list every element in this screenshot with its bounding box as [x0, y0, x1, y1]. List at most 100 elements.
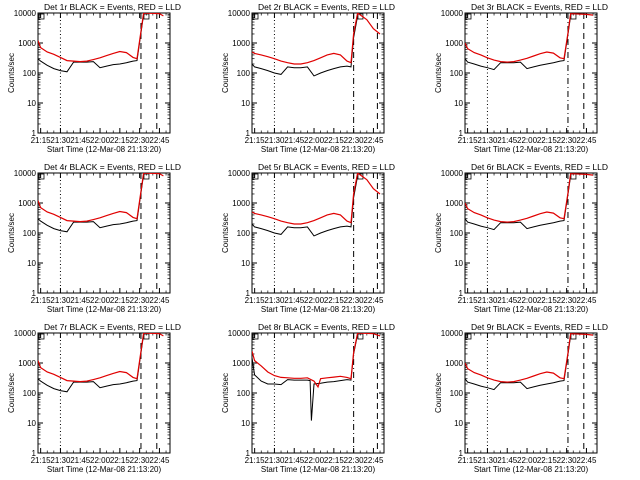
x-tick-label: 21:15	[458, 136, 479, 145]
y-tick-label: 10000	[441, 329, 464, 338]
series-line-events	[252, 175, 359, 237]
x-tick-label: 22:00	[90, 296, 111, 305]
x-axis-label: Start Time (12-Mar-08 21:13:20)	[47, 145, 162, 154]
series-line-lld	[465, 333, 594, 383]
y-axis-label: Counts/sec	[434, 213, 443, 253]
x-tick-label: 21:15	[245, 136, 266, 145]
x-axis-label: Start Time (12-Mar-08 21:13:20)	[474, 305, 589, 314]
panel-title: Det 1r BLACK = Events, RED = LLD	[44, 2, 181, 12]
series-line-lld	[465, 173, 594, 223]
series-line-events	[252, 15, 359, 77]
x-tick-label: 22:00	[304, 136, 325, 145]
x-tick-label: 22:15	[537, 136, 558, 145]
x-axis-label: Start Time (12-Mar-08 21:13:20)	[47, 465, 162, 474]
x-tick-label: 21:30	[50, 456, 71, 465]
y-tick-label: 10	[454, 259, 463, 268]
interval-marker	[465, 333, 472, 340]
series-line-events	[465, 335, 572, 391]
x-tick-label: 22:00	[517, 296, 538, 305]
y-tick-label: 10	[241, 99, 250, 108]
x-tick-label: 21:45	[497, 136, 518, 145]
y-tick-label: 1	[32, 129, 37, 138]
x-tick-label: 22:30	[557, 136, 578, 145]
y-axis-label: Counts/sec	[221, 373, 230, 413]
panel-title: Det 2r BLACK = Events, RED = LLD	[258, 2, 395, 12]
x-tick-label: 22:30	[557, 456, 578, 465]
y-tick-label: 10000	[228, 9, 251, 18]
y-tick-label: 10	[27, 419, 36, 428]
x-tick-label: 21:30	[50, 136, 71, 145]
series-line-events	[38, 14, 145, 73]
interval-marker	[38, 333, 45, 340]
x-tick-label: 22:15	[324, 296, 345, 305]
y-axis-label: Counts/sec	[7, 213, 16, 253]
interval-marker	[143, 13, 150, 20]
x-axis-label: Start Time (12-Mar-08 21:13:20)	[261, 465, 376, 474]
x-tick-label: 22:45	[149, 136, 170, 145]
y-tick-label: 1000	[18, 39, 36, 48]
x-tick-label: 21:30	[264, 456, 285, 465]
series-line-lld	[252, 173, 381, 225]
panel-title: Det 5r BLACK = Events, RED = LLD	[258, 162, 395, 172]
y-tick-label: 10	[27, 259, 36, 268]
y-tick-label: 100	[23, 229, 37, 238]
y-tick-label: 100	[237, 389, 251, 398]
x-tick-label: 22:30	[344, 456, 365, 465]
x-tick-label: 22:00	[517, 456, 538, 465]
y-tick-label: 10000	[228, 329, 251, 338]
interval-marker	[38, 13, 45, 20]
y-tick-label: 10	[241, 419, 250, 428]
x-tick-label: 21:45	[284, 296, 305, 305]
x-axis-label: Start Time (12-Mar-08 21:13:20)	[261, 145, 376, 154]
x-tick-label: 22:30	[130, 296, 151, 305]
x-tick-label: 21:45	[70, 456, 91, 465]
y-tick-label: 1	[32, 449, 37, 458]
panel-title: Det 3r BLACK = Events, RED = LLD	[471, 2, 608, 12]
interval-marker	[143, 333, 150, 340]
y-tick-label: 1	[459, 449, 464, 458]
y-tick-label: 10000	[14, 9, 37, 18]
x-tick-label: 22:45	[576, 456, 597, 465]
y-axis-label: Counts/sec	[221, 213, 230, 253]
series-line-lld	[38, 13, 164, 63]
x-tick-label: 21:30	[264, 296, 285, 305]
y-tick-label: 10000	[228, 169, 251, 178]
panel-det-2r: Det 2r BLACK = Events, RED = LLD 1 10 100 10…	[221, 2, 395, 154]
x-tick-label: 21:30	[477, 296, 498, 305]
x-tick-label: 22:15	[537, 456, 558, 465]
x-tick-label: 22:45	[576, 136, 597, 145]
y-tick-label: 1000	[445, 359, 463, 368]
panel-det-7r: Det 7r BLACK = Events, RED = LLD 1 10 100 10…	[7, 322, 181, 474]
x-tick-label: 22:45	[363, 296, 384, 305]
x-tick-label: 22:00	[90, 136, 111, 145]
x-tick-label: 22:15	[110, 136, 131, 145]
y-axis-label: Counts/sec	[7, 53, 16, 93]
x-tick-label: 21:30	[477, 456, 498, 465]
x-tick-label: 22:00	[304, 456, 325, 465]
series-line-events	[465, 175, 572, 231]
y-tick-label: 1000	[232, 39, 250, 48]
y-tick-label: 1000	[232, 359, 250, 368]
interval-marker	[38, 173, 45, 180]
x-tick-label: 21:15	[458, 296, 479, 305]
x-tick-label: 22:30	[130, 456, 151, 465]
x-tick-label: 22:30	[557, 296, 578, 305]
x-axis-label: Start Time (12-Mar-08 21:13:20)	[474, 465, 589, 474]
x-tick-label: 22:15	[110, 456, 131, 465]
series-line-lld	[252, 13, 381, 65]
x-tick-label: 22:45	[149, 456, 170, 465]
y-tick-label: 1000	[445, 39, 463, 48]
x-tick-label: 21:30	[264, 136, 285, 145]
series-line-lld	[38, 173, 164, 223]
x-tick-label: 22:45	[363, 456, 384, 465]
series-line-events	[38, 334, 145, 393]
interval-marker	[252, 333, 259, 340]
x-axis-label: Start Time (12-Mar-08 21:13:20)	[47, 305, 162, 314]
y-tick-label: 1	[246, 289, 251, 298]
y-tick-label: 10000	[441, 9, 464, 18]
y-tick-label: 1000	[232, 199, 250, 208]
y-tick-label: 10000	[14, 169, 37, 178]
y-tick-label: 100	[237, 69, 251, 78]
y-tick-label: 10000	[441, 169, 464, 178]
